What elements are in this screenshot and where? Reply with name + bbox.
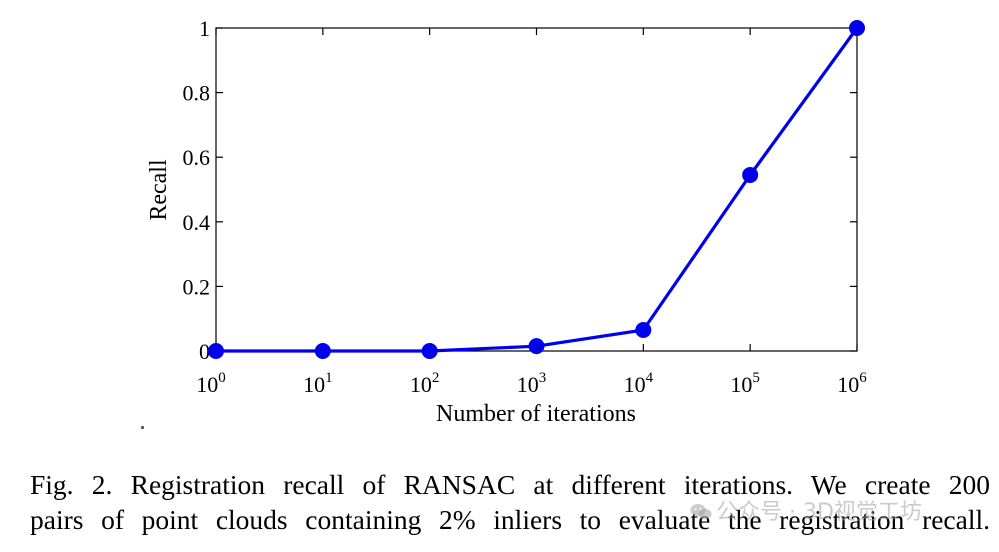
- x-tick-label: 101: [303, 370, 333, 397]
- watermark-text: 公众号 · 3D视觉工坊: [716, 500, 922, 525]
- watermark: 公众号 · 3D视觉工坊: [690, 494, 922, 526]
- data-point: [314, 343, 331, 359]
- data-point: [742, 166, 759, 183]
- caption-line-2: pairs of point clouds containing 2% inli…: [30, 504, 990, 535]
- y-axis-title: Recall: [146, 159, 172, 221]
- x-tick-label: 105: [730, 370, 760, 397]
- figure-caption: Fig. 2. Registration recall of RANSAC at…: [30, 467, 990, 537]
- y-tick-label: 0.2: [183, 274, 211, 299]
- y-tick-label: 0: [199, 339, 210, 364]
- series-line-ransac: [216, 27, 859, 353]
- stray-mark: [141, 426, 144, 429]
- data-point: [849, 20, 865, 36]
- x-tick-label: 106: [837, 370, 867, 397]
- x-tick-label: 104: [624, 370, 654, 397]
- x-tick-label: 102: [410, 370, 440, 397]
- y-tick-label: 1: [199, 16, 210, 41]
- y-tick-label: 0.6: [183, 145, 211, 170]
- y-tick-label: 0.4: [183, 210, 211, 235]
- caption-line-1: Fig. 2. Registration recall of RANSAC at…: [30, 469, 990, 500]
- y-tick-label: 0.8: [183, 81, 211, 106]
- data-point: [208, 343, 224, 359]
- tick-labels-layer: 0 0.2 0.4 0.6 0.8 1 100 101 102 103 104 105 106: [183, 16, 868, 397]
- x-axis-title: Number of iterations: [436, 401, 636, 427]
- ticks-layer: [215, 27, 858, 352]
- data-point: [635, 322, 652, 339]
- plot-frame: [215, 27, 858, 352]
- data-point: [421, 343, 438, 359]
- data-point: [528, 338, 545, 355]
- x-tick-label: 100: [196, 370, 226, 397]
- data-points-layer: [208, 20, 865, 359]
- x-tick-label: 103: [517, 370, 547, 397]
- wechat-icon: [690, 504, 712, 520]
- recall-line-chart: 0 0.2 0.4 0.6 0.8 1 100 101 102 103 104 105 106 Numb…: [146, 16, 868, 427]
